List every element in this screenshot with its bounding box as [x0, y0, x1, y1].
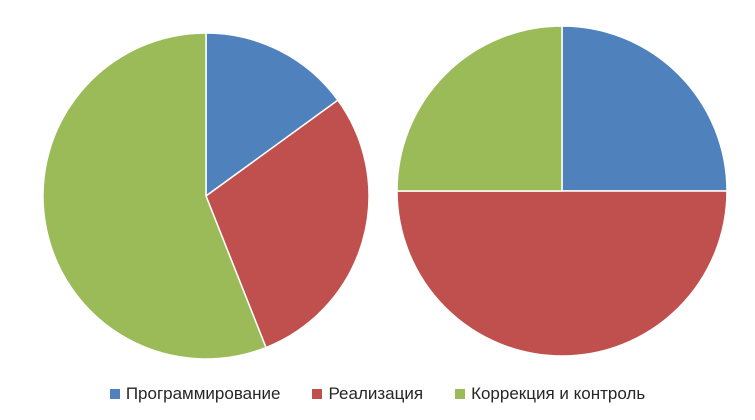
legend-item-realization: Реализация [312, 384, 423, 404]
legend: Программирование Реализация Коррекция и … [0, 384, 755, 404]
pie-1-slice-programming [205, 32, 339, 198]
pie-2-slice-correction [396, 25, 563, 192]
pie-2-slice-programming [561, 25, 728, 192]
legend-swatch-programming [109, 389, 120, 399]
pie-2-slice-realization [396, 190, 728, 357]
legend-label-programming: Программирование [125, 384, 281, 403]
pie-1-slice-correction [42, 32, 267, 360]
legend-item-correction: Коррекция и контроль [455, 384, 645, 404]
legend-item-programming: Программирование [109, 384, 281, 404]
legend-swatch-correction [455, 389, 466, 399]
legend-swatch-realization [312, 389, 323, 399]
pie-charts [42, 25, 728, 360]
pie-1-slice-realization [205, 99, 370, 349]
legend-label-realization: Реализация [328, 384, 424, 403]
legend-label-correction: Коррекция и контроль [471, 384, 646, 403]
